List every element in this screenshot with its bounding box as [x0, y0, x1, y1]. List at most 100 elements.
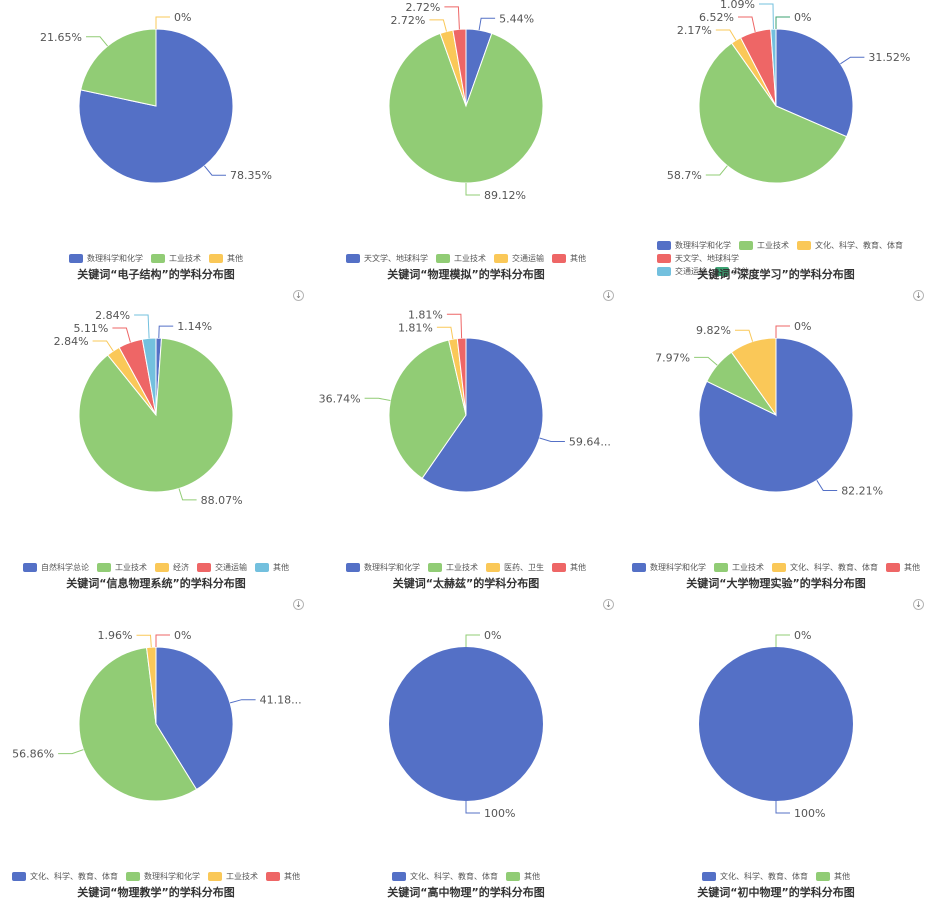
- leader-line: [775, 634, 790, 647]
- legend-item[interactable]: 工业技术: [97, 561, 147, 574]
- pie-slice[interactable]: [456, 337, 467, 416]
- pie-slice[interactable]: [389, 647, 543, 801]
- leader-line: [478, 17, 496, 31]
- leader-line: [539, 437, 565, 442]
- legend-item[interactable]: 工业技术: [151, 252, 201, 265]
- chart-title: 关键词“物理模拟”的学科分布图: [387, 268, 545, 281]
- legend-item[interactable]: 其他: [209, 252, 243, 265]
- download-icon[interactable]: ↓: [913, 290, 924, 301]
- pie-slice[interactable]: [80, 28, 157, 107]
- legend-item[interactable]: 文化、科学、教育、体育: [12, 870, 118, 883]
- legend-label: 交通运输: [675, 267, 707, 276]
- legend-item[interactable]: 其他: [506, 870, 540, 883]
- legend-item[interactable]: 文化、科学、教育、体育: [797, 239, 903, 252]
- legend: 数理科学和化学 工业技术 文化、科学、教育、体育 其他: [621, 561, 931, 574]
- legend-item[interactable]: 天文学、地球科学: [657, 252, 739, 265]
- legend-swatch: [255, 563, 269, 572]
- data-label: 59.64...: [569, 436, 611, 449]
- legend-item[interactable]: 文化、科学、教育、体育: [772, 561, 878, 574]
- legend-item[interactable]: 数理科学和化学: [632, 561, 706, 574]
- legend-swatch: [197, 563, 211, 572]
- pie-chart: 100% 0%: [389, 629, 543, 820]
- pie-slice[interactable]: [388, 32, 544, 184]
- chart-title: 关键词“电子结构”的学科分布图: [77, 268, 235, 281]
- legend-item[interactable]: 交通运输: [494, 252, 544, 265]
- pie-chart: 82.21% 7.97% 9.82% 0%: [655, 320, 883, 498]
- legend-item[interactable]: 交通运输: [657, 265, 707, 278]
- pie-slice[interactable]: [698, 337, 854, 493]
- data-label: 2.84%: [95, 309, 130, 322]
- chart-title: 关键词“大学物理实验”的学科分布图: [686, 577, 866, 590]
- legend-item[interactable]: 其他: [266, 870, 300, 883]
- legend-item[interactable]: 工业技术: [739, 239, 789, 252]
- legend-item[interactable]: 工业技术: [436, 252, 486, 265]
- legend-item[interactable]: 工业技术: [208, 870, 258, 883]
- leader-line: [134, 314, 150, 339]
- legend-item[interactable]: 数理科学和化学: [69, 252, 143, 265]
- legend-label: 自然科学总论: [41, 563, 89, 572]
- legend-item[interactable]: 数理科学和化学: [126, 870, 200, 883]
- download-icon[interactable]: ↓: [913, 599, 924, 610]
- legend-item[interactable]: 其他: [552, 561, 586, 574]
- legend-swatch: [155, 563, 169, 572]
- legend-swatch: [486, 563, 500, 572]
- legend-item[interactable]: 其他: [552, 252, 586, 265]
- legend-item[interactable]: 医药、卫生: [486, 561, 544, 574]
- legend-swatch: [886, 563, 900, 572]
- legend-item[interactable]: 工业技术: [428, 561, 478, 574]
- legend-item[interactable]: 交通运输: [197, 561, 247, 574]
- legend-label: 其他: [284, 872, 300, 881]
- legend-swatch: [23, 563, 37, 572]
- data-label: 100%: [794, 807, 825, 820]
- legend-item[interactable]: 经济: [155, 561, 189, 574]
- chart-title: 关键词“物理教学”的学科分布图: [77, 886, 235, 899]
- legend-item[interactable]: 文化、科学、教育、体育: [702, 870, 808, 883]
- leader-line: [715, 29, 737, 41]
- legend-item[interactable]: 其他: [816, 870, 850, 883]
- pie-slice[interactable]: [730, 337, 777, 417]
- legend-item[interactable]: 天文学、地球科学: [346, 252, 428, 265]
- legend-item[interactable]: 数理科学和化学: [346, 561, 420, 574]
- legend: 数理科学和化学 工业技术 其他: [1, 252, 311, 265]
- pie-slice[interactable]: [421, 337, 544, 493]
- leader-line: [436, 326, 454, 340]
- download-icon[interactable]: ↓: [293, 599, 304, 610]
- download-icon[interactable]: ↓: [293, 290, 304, 301]
- pie-chart-panel: 59.64... 36.74% 1.81% 1.81% 数理科学和化学 工业技术 医药、卫生…: [311, 308, 621, 615]
- leader-line: [775, 16, 790, 29]
- data-label: 5.44%: [499, 12, 534, 25]
- legend-item[interactable]: 其他: [886, 561, 920, 574]
- data-label: 1.14%: [177, 320, 212, 333]
- pie-slice[interactable]: [78, 337, 234, 493]
- legend-label: 其他: [273, 563, 289, 572]
- legend-swatch: [436, 254, 450, 263]
- leader-line: [446, 313, 463, 339]
- pie-slice[interactable]: [388, 339, 467, 479]
- legend-item[interactable]: 其他: [255, 561, 289, 574]
- legend-label: 经济: [173, 563, 189, 572]
- legend-label: 工业技术: [732, 563, 764, 572]
- legend-swatch: [506, 872, 520, 881]
- legend-item[interactable]: 数理科学和化学: [657, 239, 731, 252]
- leader-line: [112, 327, 131, 343]
- pie-slice[interactable]: [698, 42, 848, 184]
- data-label: 31.52%: [868, 51, 910, 64]
- pie-slice[interactable]: [155, 646, 234, 791]
- legend-item[interactable]: 其他: [715, 265, 749, 278]
- legend-label: 工业技术: [757, 241, 789, 250]
- legend-swatch: [151, 254, 165, 263]
- pie-slice[interactable]: [775, 28, 854, 138]
- legend-item[interactable]: 文化、科学、教育、体育: [392, 870, 498, 883]
- legend-item[interactable]: 自然科学总论: [23, 561, 89, 574]
- download-icon[interactable]: ↓: [603, 599, 614, 610]
- legend-label: 文化、科学、教育、体育: [410, 872, 498, 881]
- download-icon[interactable]: ↓: [603, 290, 614, 301]
- legend-item[interactable]: 工业技术: [714, 561, 764, 574]
- leader-line: [86, 36, 108, 47]
- legend-swatch: [209, 254, 223, 263]
- data-label: 21.65%: [40, 31, 82, 44]
- pie-slice[interactable]: [141, 337, 157, 416]
- pie-slice[interactable]: [78, 28, 234, 184]
- legend-swatch: [714, 563, 728, 572]
- pie-slice[interactable]: [699, 647, 853, 801]
